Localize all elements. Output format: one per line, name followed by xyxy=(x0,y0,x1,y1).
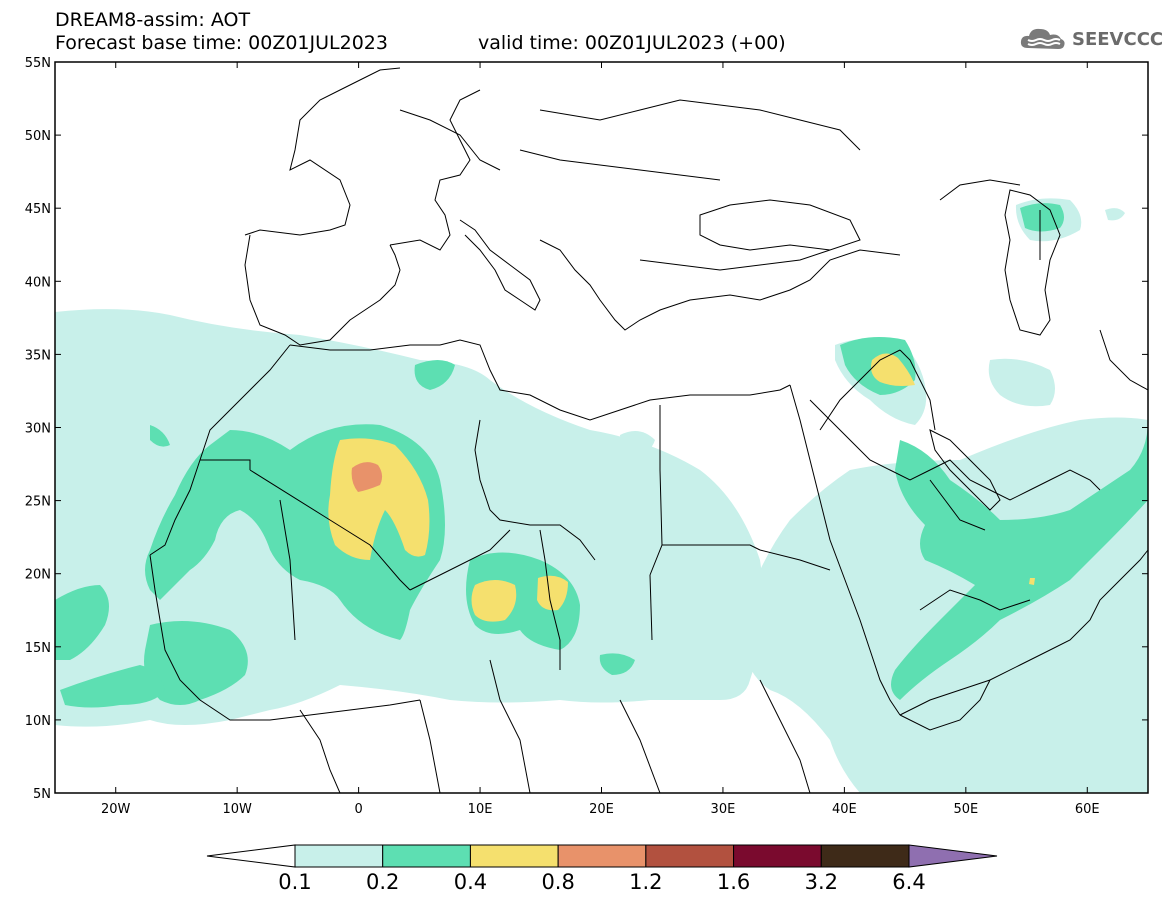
colorbar-swatch xyxy=(645,844,735,868)
map-title: DREAM8-assim: AOT xyxy=(55,9,251,31)
latitude-ticks: 55N 50N 45N 40N 35N 30N 25N 20N 15N 10N 5N xyxy=(25,56,1148,802)
colorbar: 0.1 0.2 0.4 0.8 1.2 1.6 3.2 6.4 xyxy=(206,844,998,894)
colorbar-swatch xyxy=(469,844,559,868)
lat-tick-label: 35N xyxy=(25,348,51,363)
lat-tick-label: 25N xyxy=(25,495,51,510)
lat-tick-label: 15N xyxy=(25,641,51,656)
lon-tick-label: 10W xyxy=(222,802,252,817)
colorbar-label: 0.2 xyxy=(366,870,399,894)
colorbar-swatch xyxy=(733,844,822,868)
colorbar-label: 0.1 xyxy=(278,870,311,894)
lon-tick-label: 10E xyxy=(468,802,493,817)
colorbar-swatch xyxy=(382,844,471,868)
lon-tick-label: 60E xyxy=(1075,802,1100,817)
longitude-ticks: 20W 10W 0 10E 20E 30E 40E 50E 60E xyxy=(101,62,1100,817)
colorbar-label: 3.2 xyxy=(805,870,838,894)
lon-tick-label: 20W xyxy=(101,802,131,817)
lon-tick-label: 30E xyxy=(711,802,736,817)
lat-tick-label: 30N xyxy=(25,422,51,437)
logo-text: SEEVCCC xyxy=(1072,28,1164,50)
lat-tick-label: 55N xyxy=(25,56,51,71)
country-borders xyxy=(149,67,1148,793)
lat-tick-label: 5N xyxy=(33,787,51,802)
lat-tick-label: 40N xyxy=(25,275,51,290)
colorbar-high-triangle xyxy=(908,844,998,868)
lat-tick-label: 20N xyxy=(25,568,51,583)
colorbar-label: 0.8 xyxy=(541,870,574,894)
aot-level-0.8 xyxy=(351,462,383,492)
colorbar-label: 1.2 xyxy=(629,870,662,894)
colorbar-label: 6.4 xyxy=(892,870,925,894)
lat-tick-label: 45N xyxy=(25,202,51,217)
lat-tick-label: 10N xyxy=(25,714,51,729)
lat-tick-label: 50N xyxy=(25,129,51,144)
forecast-base-time: Forecast base time: 00Z01JUL2023 xyxy=(55,32,388,54)
colorbar-swatch xyxy=(820,844,910,868)
colorbar-label: 1.6 xyxy=(717,870,750,894)
seevccc-logo: SEEVCCC xyxy=(1018,24,1163,54)
lon-tick-label: 40E xyxy=(832,802,857,817)
colorbar-swatch xyxy=(294,844,384,868)
colorbar-label: 0.4 xyxy=(454,870,487,894)
colorbar-swatch xyxy=(557,844,647,868)
lon-tick-label: 50E xyxy=(953,802,978,817)
valid-time: valid time: 00Z01JUL2023 (+00) xyxy=(478,32,786,54)
lon-tick-label: 0 xyxy=(354,802,362,817)
lon-tick-label: 20E xyxy=(589,802,614,817)
aot-field xyxy=(55,67,1148,793)
colorbar-low-triangle xyxy=(206,844,296,868)
cloud-icon xyxy=(1020,28,1065,49)
